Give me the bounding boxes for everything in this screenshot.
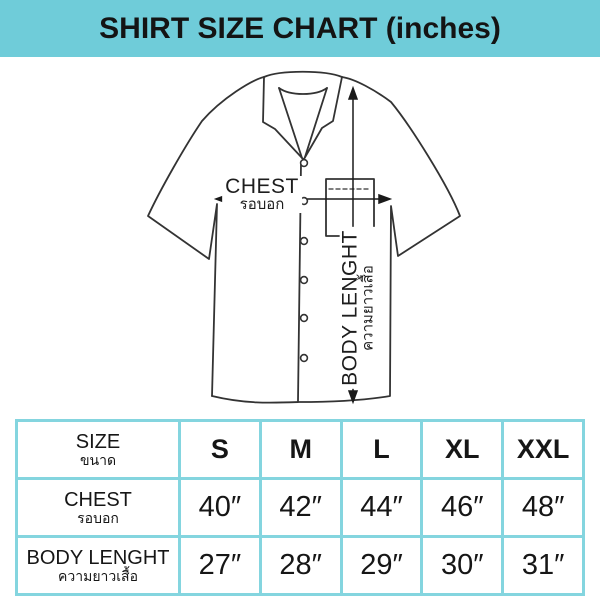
body-length-value-xxl: 31″ xyxy=(501,535,585,596)
placket-buttons xyxy=(299,158,309,363)
body-length-label-en: BODY LENGHT xyxy=(338,230,362,386)
shirt-hem-and-right-side xyxy=(211,76,461,404)
table-row-body-length: BODY LENGHT ความยาวเสื้อ 27″ 28″ 29″ 30″… xyxy=(15,535,585,596)
chest-label-th: รอบอก xyxy=(239,196,285,214)
chest-row-label: CHEST รอบอก xyxy=(15,477,181,538)
button-icon xyxy=(299,313,309,323)
size-row-label: SIZE ขนาด xyxy=(15,419,181,480)
arrow-up-icon xyxy=(347,85,359,100)
size-label-en: SIZE xyxy=(75,430,121,453)
body-length-value-m: 28″ xyxy=(258,535,343,596)
button-icon xyxy=(299,275,309,285)
collar-left-lapel xyxy=(262,76,304,160)
size-table: SIZE ขนาด S M L XL XXL CHEST รอบอก 40″ 4… xyxy=(15,419,585,596)
collar-top-edge xyxy=(263,70,343,78)
size-cell-s: S xyxy=(178,419,262,480)
size-label-th: ขนาด xyxy=(79,451,117,468)
button-icon xyxy=(299,353,309,363)
body-length-label-th: ความยาวเสื้อ xyxy=(360,265,378,351)
button-icon xyxy=(299,236,309,246)
chest-value-m: 42″ xyxy=(258,477,343,538)
chest-dimension-label: CHEST รอบอก xyxy=(222,176,302,213)
chest-value-l: 44″ xyxy=(339,477,424,538)
size-cell-m: M xyxy=(258,419,343,480)
chest-value-xl: 46″ xyxy=(420,477,505,538)
body-length-row-label-en: BODY LENGHT xyxy=(26,546,170,569)
body-length-row-label-th: ความยาวเสื้อ xyxy=(58,567,138,584)
chest-row-label-th: รอบอก xyxy=(77,509,119,526)
collar-inner-neckline xyxy=(278,87,328,95)
table-row-sizes: SIZE ขนาด S M L XL XXL xyxy=(15,419,585,480)
size-cell-xl: XL xyxy=(420,419,505,480)
arrow-down-icon xyxy=(347,390,359,405)
chest-value-s: 40″ xyxy=(178,477,262,538)
size-cell-l: L xyxy=(339,419,424,480)
body-length-value-xl: 30″ xyxy=(420,535,505,596)
body-length-value-s: 27″ xyxy=(178,535,262,596)
arrow-right-icon xyxy=(378,193,393,205)
body-length-row-label: BODY LENGHT ความยาวเสื้อ xyxy=(15,535,181,596)
chest-label-en: CHEST xyxy=(225,175,299,198)
body-length-value-l: 29″ xyxy=(339,535,424,596)
chest-value-xxl: 48″ xyxy=(501,477,585,538)
collar-left-v-edge xyxy=(278,87,303,159)
title-banner: SHIRT SIZE CHART (inches) xyxy=(0,0,600,57)
body-length-dimension-label: BODY LENGHT ความยาวเสื้อ xyxy=(338,227,378,389)
collar-right-lapel xyxy=(303,76,343,160)
table-row-chest: CHEST รอบอก 40″ 42″ 44″ 46″ 48″ xyxy=(15,477,585,538)
size-cell-xxl: XXL xyxy=(501,419,585,480)
button-icon xyxy=(299,158,309,168)
collar-right-v-edge xyxy=(304,87,328,158)
chest-row-label-en: CHEST xyxy=(64,488,132,511)
shirt-left-side xyxy=(147,76,265,397)
page-title: SHIRT SIZE CHART (inches) xyxy=(99,11,501,45)
